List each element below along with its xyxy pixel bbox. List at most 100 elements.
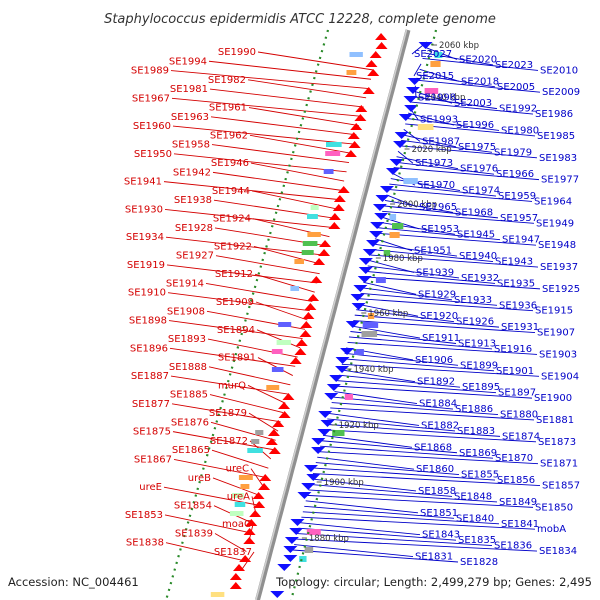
- plus-strand-gene-arrow: [302, 312, 315, 319]
- right-gene-label: SE1874: [502, 431, 540, 442]
- right-gene-label: SE1965: [419, 202, 457, 213]
- category-block: [434, 52, 443, 58]
- right-leader-line: [333, 396, 454, 410]
- right-gene-label: SE1983: [539, 153, 577, 164]
- right-leader-line: [366, 270, 496, 284]
- left-gene-label: ureB: [188, 473, 211, 484]
- left-leader-line: [170, 375, 288, 395]
- plus-strand-gene-arrow: [307, 294, 320, 301]
- left-leader-line: [209, 88, 364, 108]
- plus-strand-gene-arrow: [252, 492, 265, 499]
- plus-strand-gene-arrow: [253, 501, 266, 508]
- right-gene-label: SE1929: [418, 289, 456, 300]
- minus-strand-gene-arrow: [358, 258, 373, 265]
- left-leader-line: [171, 97, 362, 117]
- plus-strand-gene-arrow: [229, 573, 242, 580]
- right-gene-label: SE1937: [540, 262, 578, 273]
- right-gene-label: SE1939: [416, 267, 454, 278]
- right-leader-line: [364, 276, 541, 290]
- plus-strand-gene-arrow: [304, 303, 317, 310]
- left-gene-label: SE1946: [211, 158, 249, 169]
- minus-strand-gene-arrow: [320, 420, 335, 427]
- backbone-highlight: [255, 29, 408, 600]
- category-block: [240, 484, 250, 489]
- right-gene-label: SE1979: [494, 147, 532, 158]
- left-leader-lines: [163, 51, 374, 571]
- category-block: [304, 547, 314, 553]
- right-gene-label: SE1892: [417, 377, 455, 388]
- right-leader-line: [301, 516, 536, 530]
- right-leader-line: [292, 549, 459, 563]
- right-leader-line: [376, 232, 537, 246]
- right-leader-line: [351, 325, 421, 339]
- right-leader-line: [343, 358, 495, 372]
- plus-strand-gene-arrow: [350, 123, 363, 130]
- left-gene-label: SE1875: [133, 427, 171, 438]
- right-leader-line: [295, 538, 538, 552]
- minus-strand-gene-arrow: [407, 78, 422, 85]
- left-leader-line: [168, 320, 303, 339]
- right-leader-line: [322, 434, 413, 448]
- right-gene-label: SE1851: [420, 508, 458, 519]
- right-leader-line: [384, 199, 454, 213]
- minus-strand-gene-arrow: [340, 348, 355, 355]
- right-leader-line: [302, 511, 500, 525]
- left-gene-label: SE1994: [169, 56, 207, 67]
- right-gene-label: SE1945: [457, 229, 495, 240]
- right-gene-label: SE1907: [537, 328, 575, 339]
- right-gene-label: SE2010: [540, 65, 578, 76]
- right-leader-line: [407, 112, 455, 126]
- right-leader-line: [308, 489, 498, 503]
- left-gene-label: SE1876: [171, 417, 209, 428]
- left-gene-label: SE1909: [216, 297, 254, 308]
- right-gene-label: SE2027: [414, 49, 452, 60]
- plus-strand-gene-arrow: [355, 105, 368, 112]
- gc-dot-curve-0: [165, 29, 330, 600]
- right-leader-line: [309, 484, 453, 497]
- left-gene-label: SE1927: [176, 251, 214, 262]
- right-gene-label: SE2020: [459, 54, 497, 65]
- right-leader-lines: [292, 41, 541, 563]
- plus-strand-gene-arrow: [295, 339, 308, 346]
- right-leader-line: [413, 63, 422, 77]
- left-gene-label: SE1879: [209, 408, 247, 419]
- left-gene-label: SE1928: [175, 223, 213, 234]
- right-leader-line: [348, 336, 493, 350]
- right-gene-label: SE1899: [460, 360, 498, 371]
- left-leader-line: [255, 301, 308, 321]
- plus-strand-gene-arrow: [365, 60, 378, 67]
- right-gene-label: SE1895: [462, 382, 500, 393]
- left-gene-label: SE1942: [173, 167, 211, 178]
- scale-mark-label: 1880 kbp: [309, 534, 349, 544]
- left-gene-label: SE1924: [213, 214, 251, 225]
- left-leader-line: [166, 264, 318, 284]
- right-gene-label: SE1882: [421, 420, 459, 431]
- plus-strand-gene-arrow: [362, 87, 375, 94]
- right-leader-line: [330, 407, 535, 421]
- right-leader-line: [360, 292, 498, 306]
- right-gene-label: SE2003: [454, 98, 492, 109]
- right-gene-label: SE1868: [414, 442, 452, 453]
- left-gene-label: SE1934: [126, 232, 164, 243]
- left-leader-line: [212, 477, 262, 497]
- plus-strand-gene-arrow: [278, 402, 291, 409]
- category-block: [430, 61, 441, 67]
- right-leader-line: [359, 298, 534, 312]
- right-leader-line: [382, 210, 535, 224]
- right-gene-label: SE1970: [417, 180, 455, 191]
- left-gene-label: SE1922: [214, 241, 252, 252]
- category-block: [271, 349, 283, 354]
- minus-strand-gene-arrow: [398, 114, 413, 121]
- backbone-arc: [255, 29, 411, 600]
- accession-label: Accession: NC_004461: [8, 575, 139, 589]
- left-gene-label: SE1963: [171, 112, 209, 123]
- right-gene-label: SE1925: [542, 284, 580, 295]
- minus-strand-gene-arrow: [358, 267, 373, 274]
- right-leader-line: [337, 380, 497, 394]
- right-leader-line: [356, 309, 455, 323]
- right-gene-label: SE1860: [416, 464, 454, 475]
- right-gene-label: SE2009: [542, 87, 580, 98]
- left-gene-label: ureE: [139, 482, 162, 493]
- right-gene-label: SE1951: [414, 246, 452, 257]
- minus-strand-gene-arrow: [317, 429, 332, 436]
